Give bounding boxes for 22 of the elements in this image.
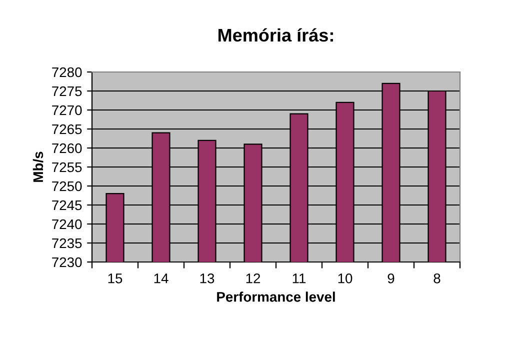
y-axis-title: Mb/s	[32, 152, 44, 182]
y-tick-label: 7275	[52, 86, 82, 96]
y-tick-label: 7250	[52, 181, 82, 192]
y-tick-label: 7240	[52, 219, 82, 230]
y-tick-label: 7235	[52, 238, 82, 248]
x-tick-label: 8	[434, 273, 440, 284]
x-tick-label: 13	[200, 273, 214, 284]
x-tick-label: 9	[388, 273, 394, 284]
y-tick-label: 7270	[52, 105, 82, 116]
y-tick-label: 7265	[52, 124, 82, 134]
y-tick-label: 7280	[52, 67, 82, 78]
x-axis-title: Performance level	[217, 292, 335, 302]
y-tick-label: 7230	[52, 257, 82, 268]
x-tick-label: 14	[154, 274, 168, 284]
y-tick-label: 7245	[52, 200, 82, 210]
y-tick-label: 7260	[52, 143, 82, 154]
x-tick-label: 11	[292, 274, 306, 284]
chart-title: Memória írás:	[218, 28, 333, 42]
y-tick-label: 7255	[52, 162, 82, 172]
x-tick-label: 10	[338, 273, 352, 284]
x-tick-label: 12	[246, 273, 260, 284]
x-tick-label: 15	[108, 274, 122, 284]
